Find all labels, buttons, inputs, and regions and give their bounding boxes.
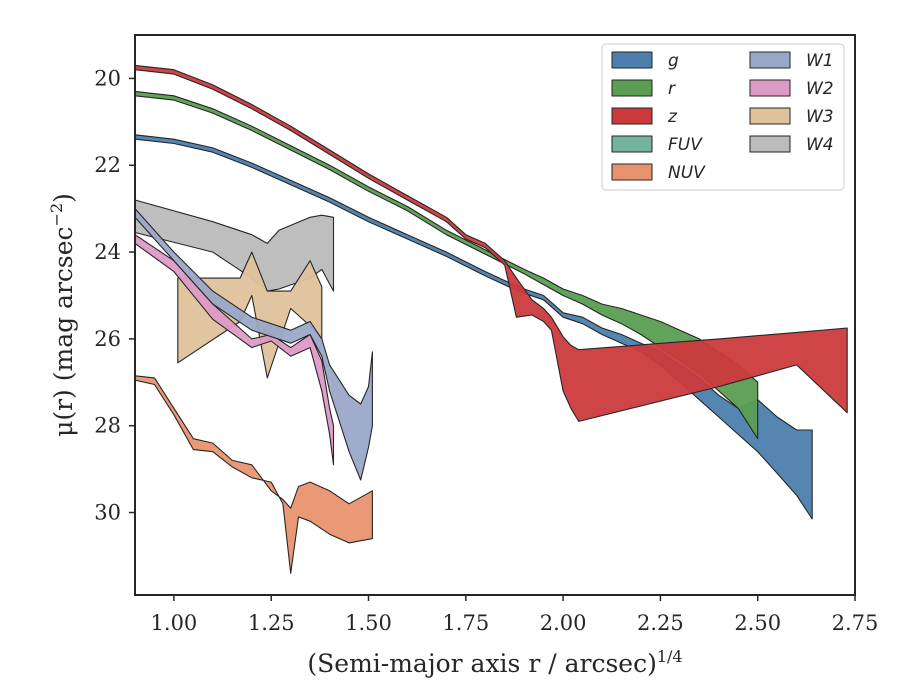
band-z	[134, 64, 848, 422]
y-axis-label: μ(r) (mag arcsec−2)	[47, 193, 78, 437]
x-axis-label: (Semi-major axis r / arcsec)1/4	[307, 647, 682, 678]
x-tick-label: 1.50	[345, 611, 392, 635]
y-tick-label: 20	[94, 66, 121, 90]
legend-label-w4: W4	[806, 135, 834, 155]
y-axis: 20 22 24 26 28 30	[94, 66, 135, 525]
x-tick-label: 2.75	[832, 611, 879, 635]
y-tick-label: 26	[94, 327, 121, 351]
y-tick-label: 22	[94, 153, 121, 177]
legend-swatch-g	[611, 51, 653, 69]
band-w2	[134, 234, 335, 466]
legend-swatch-r	[611, 79, 653, 97]
x-tick-label: 2.00	[540, 611, 587, 635]
band-layer	[134, 64, 848, 574]
plot-frame	[134, 34, 856, 596]
band-nuv	[134, 375, 373, 574]
y-tick-label: 28	[94, 414, 121, 438]
legend-label-w3: W3	[806, 107, 834, 127]
legend-label-w2: W2	[806, 79, 834, 99]
band-r	[134, 90, 759, 440]
legend-swatch-w1	[749, 51, 791, 69]
legend-label-nuv: NUV	[668, 163, 706, 183]
legend-swatch-fuv	[611, 135, 653, 153]
band-w4	[134, 199, 335, 292]
x-tick-label: 1.75	[442, 611, 489, 635]
legend-swatch-nuv	[611, 163, 653, 181]
legend-label-w1: W1	[806, 51, 834, 71]
band-g	[134, 134, 813, 520]
legend-swatch-w3	[749, 107, 791, 125]
x-tick-label: 1.00	[151, 611, 198, 635]
x-axis: 1.00 1.25 1.50 1.75 2.00 2.25 2.50 2.75	[151, 595, 879, 635]
y-tick-label: 24	[94, 240, 121, 264]
legend-label-g: g	[668, 51, 679, 71]
x-tick-label: 1.25	[248, 611, 295, 635]
x-tick-label: 2.50	[734, 611, 781, 635]
legend-swatch-w2	[749, 79, 791, 97]
legend: grz FUV NUV W1 W2 W3 W4	[601, 43, 845, 191]
band-w1	[134, 208, 373, 481]
legend-swatch-w4	[749, 135, 791, 153]
legend-swatch-z	[611, 107, 653, 125]
legend-label-fuv: FUV	[668, 135, 703, 155]
legend-label-z: z	[667, 107, 678, 127]
y-tick-label: 30	[94, 501, 121, 525]
x-tick-label: 2.25	[637, 611, 684, 635]
legend-label-r: r	[668, 79, 676, 99]
